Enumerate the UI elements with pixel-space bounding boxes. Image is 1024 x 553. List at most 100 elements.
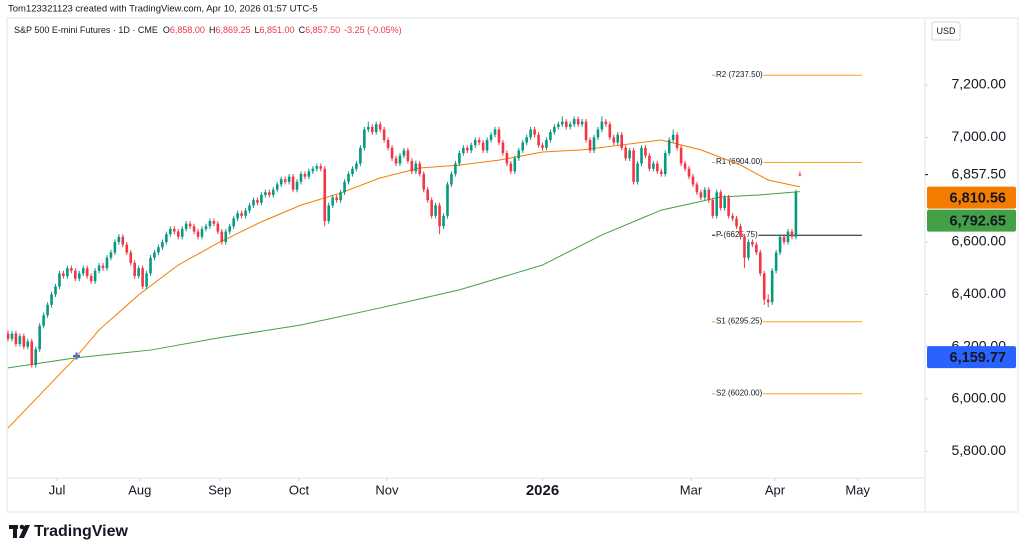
candle-body	[458, 153, 461, 164]
candle-body	[30, 341, 34, 365]
candle-body	[553, 126, 556, 133]
candle-body	[663, 153, 667, 174]
ohlc-value: 6,869.25	[215, 25, 250, 35]
candle-body	[268, 192, 271, 195]
candle-body	[679, 147, 683, 164]
candle-body	[497, 129, 501, 143]
price-label: 6,857.50	[952, 165, 1007, 181]
candle-body	[521, 142, 525, 151]
candle-body	[438, 205, 441, 227]
candle-body	[89, 276, 93, 282]
candle-body	[351, 168, 354, 174]
candle-body	[382, 129, 386, 140]
candle-body	[588, 139, 592, 151]
candle-body	[339, 192, 342, 201]
candle-body	[454, 163, 457, 174]
ohlc-key: C	[299, 25, 306, 35]
price-badge-label: 6,792.65	[950, 213, 1006, 229]
candle-body	[141, 268, 144, 287]
candle-body	[652, 163, 655, 169]
candle-body	[125, 244, 129, 253]
candle-body	[620, 134, 624, 148]
candle-body	[275, 184, 279, 190]
candle-body	[236, 213, 239, 219]
candle-body	[434, 205, 437, 216]
candle-body	[604, 121, 608, 125]
candle-body	[161, 242, 164, 248]
candle-body	[747, 242, 750, 258]
candle-body	[529, 129, 532, 138]
candle-body	[165, 234, 168, 243]
candle-body	[260, 194, 263, 203]
candle-body	[70, 268, 73, 271]
candle-body	[38, 325, 41, 350]
candle-body	[723, 197, 726, 208]
candle-body	[426, 189, 429, 201]
candle-body	[414, 163, 418, 172]
candle-body	[50, 294, 53, 305]
candle-body	[299, 173, 303, 182]
candle-body	[596, 129, 600, 138]
candle-body	[564, 121, 568, 127]
plot-area: R2 (7237.50) R1 (6904.00) P (6625.75) S1 (6…	[7, 69, 862, 429]
candle-body	[545, 139, 548, 148]
candle-body	[172, 228, 176, 232]
candle-body	[145, 273, 148, 287]
candle-body	[10, 333, 14, 339]
candle-body	[703, 189, 707, 198]
candle-body	[367, 126, 370, 130]
y-tick-label: 5,800.00	[952, 442, 1007, 458]
price-badge-label: 6,159.77	[950, 350, 1006, 366]
candle-body	[786, 231, 790, 243]
ohlc-value: 6,851.00	[260, 25, 295, 35]
candle-body	[782, 236, 786, 243]
candle-body	[422, 173, 426, 190]
candle-body	[481, 142, 485, 151]
candle-body	[252, 200, 255, 206]
candle-body	[608, 124, 612, 138]
candle-body	[157, 247, 160, 253]
candle-body	[489, 134, 493, 140]
candle-body	[264, 192, 267, 195]
price-badge-label: 6,810.56	[950, 190, 1006, 206]
candle-body	[493, 129, 497, 135]
candle-body	[624, 147, 627, 159]
candle-body	[287, 176, 291, 182]
candle-body	[101, 265, 105, 269]
candle-body	[477, 139, 481, 143]
candle-body	[778, 236, 782, 253]
candle-body	[616, 134, 620, 143]
y-tick-label: 7,000.00	[952, 128, 1007, 144]
candle-body	[394, 158, 398, 164]
candle-body	[794, 192, 798, 237]
candle-body	[212, 221, 216, 224]
candle-body	[549, 132, 552, 140]
candle-body	[113, 242, 117, 253]
candle-body	[632, 150, 635, 182]
chart-frame	[6, 17, 1019, 513]
candle-body	[216, 223, 220, 232]
currency-box[interactable]	[931, 21, 961, 41]
candle-body	[450, 173, 453, 185]
currency[interactable]: USD	[936, 26, 956, 36]
symbol-legend: S&P 500 E-mini Futures · 1D · CME O6,858.…	[14, 25, 402, 35]
candle-body	[176, 231, 180, 237]
candle-body	[335, 197, 338, 201]
candle-body	[370, 126, 374, 133]
y-tick-label: 6,400.00	[952, 285, 1007, 301]
candle-body	[656, 163, 659, 172]
candle-body	[121, 236, 125, 245]
candle-body	[798, 174, 802, 176]
candle-body	[184, 223, 188, 229]
candle-body	[572, 119, 576, 125]
candle-body	[505, 153, 509, 164]
candle-body	[640, 147, 643, 164]
candle-body	[501, 142, 505, 154]
ohlc-key: O	[163, 25, 170, 35]
candle-body	[7, 333, 10, 339]
candle-body	[584, 121, 588, 140]
moving-average-line	[7, 139, 800, 429]
candle-body	[363, 129, 366, 148]
candle-body	[735, 218, 738, 227]
